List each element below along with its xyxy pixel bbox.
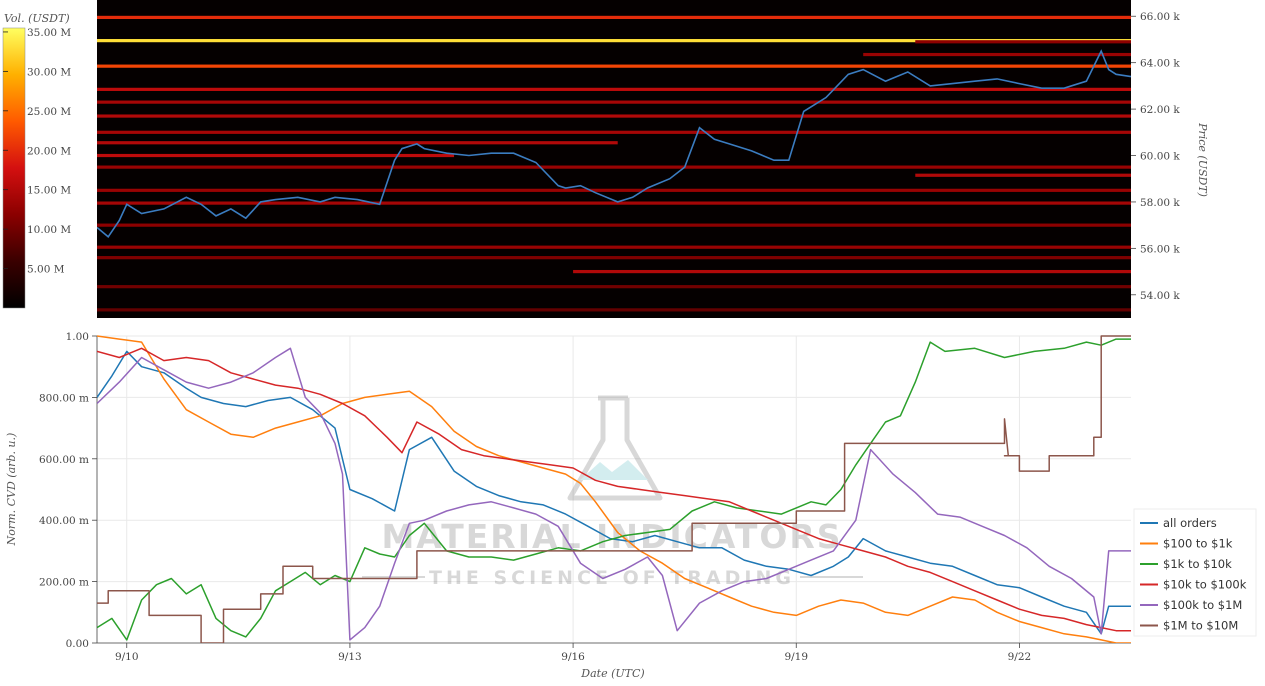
colorbar-tick-label: 35.00 M <box>27 27 71 39</box>
colorbar-title: Vol. (USDT) <box>4 12 70 25</box>
cvd-tick-label: 0.00 <box>66 638 89 650</box>
series-line-all-orders <box>97 350 1131 635</box>
date-axis-title: Date (UTC) <box>580 667 644 680</box>
cvd-tick-label: 1.00 <box>66 331 89 343</box>
price-tick-label: 62.00 k <box>1140 104 1180 116</box>
series-line--1m-to-10m <box>97 335 1131 643</box>
liquidity-band <box>97 64 1131 68</box>
cvd-tick-label: 200.00 m <box>39 577 89 589</box>
colorbar-gradient <box>2 27 26 309</box>
price-tick-label: 64.00 k <box>1140 58 1180 70</box>
legend-label: $100k to $1M <box>1163 598 1242 612</box>
liquidity-band <box>97 245 1131 249</box>
cvd-axis-title: Norm. CVD (arb. u.) <box>5 433 18 547</box>
liquidity-band <box>97 87 1131 91</box>
price-line <box>97 49 1131 238</box>
price-tick-label: 58.00 k <box>1140 197 1180 209</box>
liquidity-bands <box>97 15 1131 312</box>
liquidity-band <box>97 141 618 145</box>
liquidity-band <box>97 201 1131 205</box>
price-tick-label: 60.00 k <box>1140 151 1180 163</box>
cvd-series <box>97 335 1131 643</box>
cvd-grid <box>96 335 1131 644</box>
date-tick-label: 9/19 <box>784 651 808 663</box>
series-line--100-to-1k <box>97 335 1131 643</box>
price-axis: 66.00 k 64.00 k 62.00 k 60.00 k 58.00 k 56.00… <box>1131 11 1180 302</box>
liquidity-band <box>97 256 1131 260</box>
date-axis: 9/10 9/13 9/16 9/19 9/22 <box>115 643 1031 663</box>
price-axis-title: Price (USDT) <box>1196 122 1209 197</box>
legend-label: $100 to $1k <box>1163 537 1233 551</box>
liquidity-band <box>97 100 1131 104</box>
liquidity-band <box>97 15 1131 20</box>
liquidity-band <box>97 39 1131 43</box>
series-line--100k-to-1m <box>97 347 1131 641</box>
legend-label: $1M to $10M <box>1163 619 1238 633</box>
series-line--1k-to-10k <box>97 338 1131 641</box>
liquidity-band <box>97 285 1131 289</box>
price-tick-label: 56.00 k <box>1140 243 1180 255</box>
colorbar-tick-label: 20.00 M <box>27 145 71 157</box>
colorbar-tick-label: 10.00 M <box>27 224 71 236</box>
liquidity-band <box>97 223 1131 227</box>
liquidity-band <box>915 173 1131 177</box>
legend: all orders $100 to $1k $1k to $10k $10k to … <box>1133 508 1257 637</box>
liquidity-band <box>915 40 1131 44</box>
colorbar-tick-label: 15.00 M <box>27 185 71 197</box>
legend-label: all orders <box>1163 516 1217 530</box>
liquidity-band <box>97 153 455 158</box>
colorbar: Vol. (USDT) 35.00 M 30.00 M 25.00 M 20.00 M… <box>2 12 71 309</box>
cvd-tick-label: 800.00 m <box>39 392 89 404</box>
cvd-tick-label: 600.00 m <box>39 454 89 466</box>
liquidity-band <box>97 165 1131 169</box>
cvd-plot-area <box>97 335 1131 643</box>
date-tick-label: 9/13 <box>338 651 362 663</box>
cvd-panel: MATERIAL INDICATORS THE SCIENCE OF TRADI… <box>5 331 1257 680</box>
date-tick-label: 9/16 <box>561 651 585 663</box>
legend-label: $10k to $100k <box>1163 578 1247 592</box>
liquidity-band <box>97 130 1131 134</box>
liquidity-band <box>863 52 1131 57</box>
legend-box <box>1133 508 1257 637</box>
cvd-tick-label: 400.00 m <box>39 515 89 527</box>
colorbar-tick-label: 30.00 M <box>27 66 71 78</box>
price-tick-label: 54.00 k <box>1140 290 1180 302</box>
liquidity-band <box>97 308 1131 312</box>
colorbar-ticks: 35.00 M 30.00 M 25.00 M 20.00 M 15.00 M 10.00… <box>3 27 71 276</box>
heatmap-panel: 66.00 k 64.00 k 62.00 k 60.00 k 58.00 k 56.00… <box>97 0 1209 318</box>
colorbar-tick-label: 5.00 M <box>27 264 65 276</box>
series-line--10k-to-100k <box>97 347 1131 632</box>
liquidity-band <box>97 114 1131 118</box>
cvd-axis: 1.00 800.00 m 600.00 m 400.00 m 200.00 m 0.00 <box>39 331 97 650</box>
liquidity-band <box>573 269 1131 274</box>
price-tick-label: 66.00 k <box>1140 11 1180 23</box>
watermark-subtitle: THE SCIENCE OF TRADING <box>429 567 795 589</box>
flask-icon <box>567 395 663 501</box>
date-tick-label: 9/10 <box>115 651 139 663</box>
colorbar-tick-label: 25.00 M <box>27 106 71 118</box>
legend-label: $1k to $10k <box>1163 557 1232 571</box>
liquidity-band <box>97 188 1131 192</box>
date-tick-label: 9/22 <box>1008 651 1032 663</box>
